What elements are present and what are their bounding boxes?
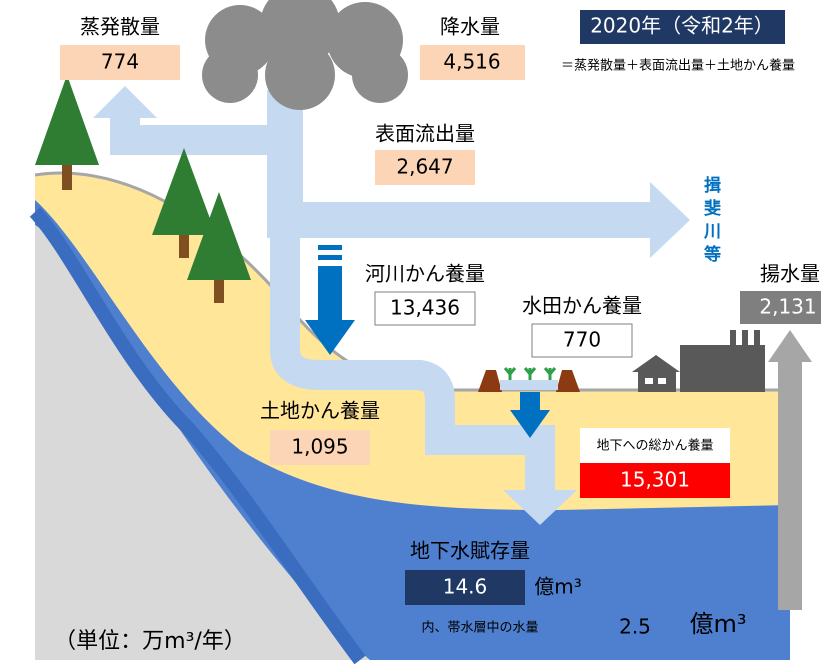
evap-arrow-head: [93, 86, 157, 118]
label: 蒸発散量: [80, 15, 160, 39]
river-name: 揖斐川等: [700, 175, 722, 268]
unit: 億m³: [690, 610, 747, 638]
label: 降水量: [440, 15, 500, 39]
label: 表面流出量: [375, 122, 475, 146]
diagram: 2020年（令和2年） 蒸発散量 774 降水量 4,516 ＝蒸発散量＋表面流…: [0, 0, 821, 665]
label: 河川かん養量: [365, 262, 485, 286]
value: 774: [101, 50, 139, 74]
unit: 億m³: [534, 575, 582, 599]
value: 2,647: [396, 155, 453, 179]
year-badge: 2020年（令和2年）: [590, 14, 774, 38]
cloud: [202, 0, 408, 110]
value: 770: [563, 328, 601, 352]
paddy: [478, 368, 580, 392]
value: 1,095: [291, 435, 348, 459]
value: 4,516: [443, 50, 500, 74]
label: 土地かん養量: [260, 399, 380, 423]
label: 地下水賦存量: [410, 539, 530, 563]
evap-flow: [125, 115, 285, 140]
pumping-arrow-head: [768, 330, 812, 362]
pumping-arrow: [778, 360, 802, 610]
value: 14.6: [443, 575, 488, 599]
runoff-arrow-head: [650, 182, 690, 258]
note: ＝蒸発散量＋表面流出量＋土地かん養量: [561, 58, 795, 74]
label: 地下への総かん養量: [596, 438, 713, 454]
value: 15,301: [620, 468, 690, 492]
unit-note: （単位：万m³/年）: [54, 629, 246, 654]
label: 水田かん養量: [522, 294, 642, 318]
buildings: [632, 330, 765, 392]
value: 2,131: [759, 295, 816, 319]
value: 13,436: [390, 296, 460, 320]
label: 揚水量: [760, 262, 820, 286]
value: 2.5: [619, 615, 651, 639]
label: 内、帯水層中の水量: [421, 620, 538, 636]
